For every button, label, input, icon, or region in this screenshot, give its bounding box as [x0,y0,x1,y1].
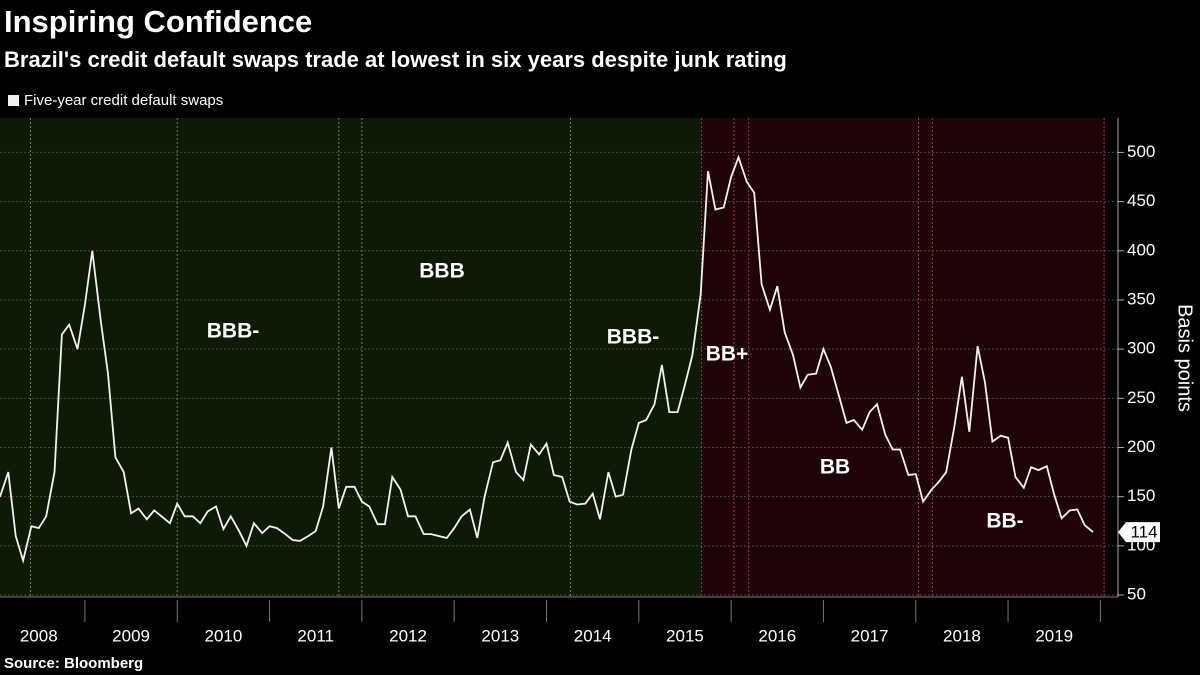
x-tick-label: 2017 [851,626,889,645]
y-tick-label: 500 [1127,142,1155,161]
x-tick-label: 2019 [1035,626,1073,645]
y-tick-label: 50 [1127,585,1146,604]
x-tick-label: 2011 [297,626,334,645]
rating-annotation: BBB- [207,320,260,343]
x-tick-label: 2014 [574,626,612,645]
y-tick-label: 450 [1127,191,1155,210]
x-tick-label: 2015 [666,626,704,645]
x-tick-label: 2012 [389,626,427,645]
legend-swatch [8,95,19,106]
y-tick-label: 200 [1127,437,1155,456]
y-tick-label: 300 [1127,339,1155,358]
y-tick-label: 250 [1127,388,1155,407]
y-tick-label: 150 [1127,486,1155,505]
chart-title: Inspiring Confidence [4,4,312,39]
series-line [0,154,1094,565]
x-tick-label: 2010 [204,626,242,645]
x-tick-label: 2013 [481,626,519,645]
legend-label: Five-year credit default swaps [24,92,223,109]
x-tick-label: 2016 [758,626,796,645]
y-tick-label: 350 [1127,289,1155,308]
rating-period [701,118,1105,597]
rating-annotation: BB [820,456,850,479]
rating-period [0,118,702,597]
y-tick-label: 400 [1127,240,1155,259]
rating-annotation: BBB- [607,326,660,349]
x-tick-label: 2018 [943,626,981,645]
chart-subtitle: Brazil's credit default swaps trade at l… [4,47,787,72]
last-value-label: 114 [1130,523,1157,542]
rating-annotation: BB- [986,510,1023,533]
last-value-callout [1118,522,1160,543]
rating-annotation: BBB [419,260,465,283]
rating-annotation: BB+ [706,343,749,366]
source: Source: Bloomberg [4,655,143,672]
y-axis-label: Basis points [1174,304,1196,412]
x-tick-label: 2008 [20,626,58,645]
x-tick-label: 2009 [112,626,150,645]
